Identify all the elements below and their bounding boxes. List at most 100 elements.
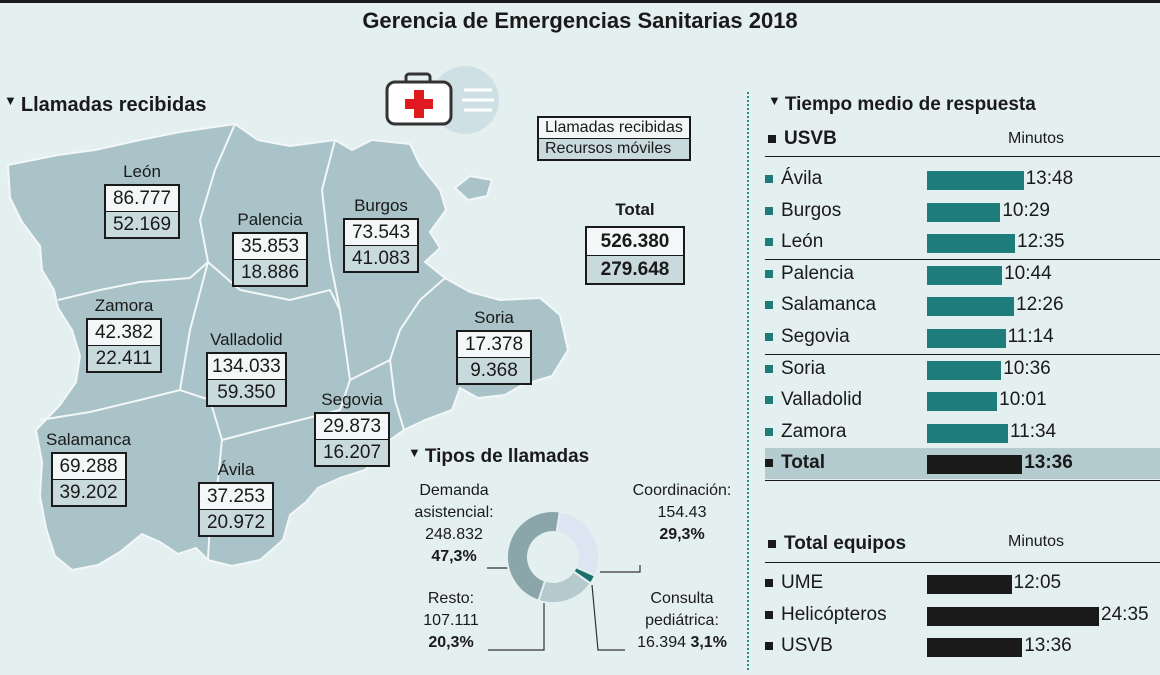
bar-value-label: 11:34 [1009, 420, 1057, 442]
bar-category-label: Soria [765, 358, 825, 380]
province-soria: Soria 17.378 9.368 [456, 308, 532, 385]
group-rule [765, 480, 1160, 481]
map-enclave [453, 174, 494, 202]
bar-row: Helicópteros 24:35 [765, 600, 1160, 631]
bar-category-label: Ávila [765, 168, 822, 190]
square-bullet-icon [765, 269, 773, 278]
bar-category-label: Zamora [765, 421, 846, 443]
bar-category-label: USVB [765, 635, 833, 657]
square-bullet-icon [765, 396, 773, 405]
square-bullet-icon [765, 332, 773, 341]
bar-category-label: Salamanca [765, 294, 876, 316]
bar-row: Zamora 11:34 [765, 417, 1160, 448]
bar-value-label: 10:29 [1002, 199, 1050, 221]
square-bullet-icon [765, 427, 773, 436]
equipos-top-rule [765, 562, 1160, 563]
total-resources: 279.648 [587, 255, 683, 283]
total-box: 526.380 279.648 [585, 226, 685, 285]
bar [927, 234, 1016, 254]
bar [927, 606, 1100, 626]
square-bullet-icon [768, 134, 776, 143]
total-calls: 526.380 [587, 228, 683, 255]
bar-row: Salamanca 12:26 [765, 290, 1160, 321]
province-leon: León 86.777 52.169 [104, 162, 180, 239]
divider-dotted [747, 92, 749, 670]
bar [927, 265, 1003, 285]
bar-category-label: Valladolid [765, 389, 862, 411]
pie-slice-resto [537, 570, 592, 604]
bar [927, 329, 1006, 348]
bar-row: UME 12:05 [765, 568, 1160, 599]
bar-value-label: 12:05 [1013, 572, 1062, 593]
bar-value-label: 13:48 [1025, 168, 1074, 189]
bar-row: León 12:35 [765, 227, 1160, 258]
usvb-top-rule [765, 156, 1160, 157]
response-section-heading: ▼ Tiempo medio de respuesta [768, 93, 1036, 116]
types-section-heading: ▼ Tipos de llamadas [408, 445, 590, 468]
triangle-icon: ▼ [408, 445, 421, 460]
bar-value-label: 13:36 [1024, 452, 1073, 474]
square-bullet-icon [765, 174, 773, 183]
bar-row: USVB 13:36 [765, 631, 1160, 662]
province-zamora: Zamora 42.382 22.411 [86, 296, 162, 373]
triangle-icon: ▼ [4, 93, 17, 108]
bar-row: Segovia 11:14 [765, 322, 1160, 353]
square-bullet-icon [765, 642, 773, 651]
bar-value-label: 10:44 [1004, 262, 1052, 284]
bar-row: Valladolid 10:01 [765, 385, 1160, 416]
triangle-icon: ▼ [768, 93, 781, 108]
pie-label-coordinacion: Coordinación: 154.43 29,3% [632, 482, 732, 543]
bar-category-label: Segovia [765, 326, 850, 348]
square-bullet-icon [765, 364, 773, 373]
map-legend: Llamadas recibidas Recursos móviles [537, 116, 691, 161]
square-bullet-icon [765, 459, 773, 468]
bar-row: Total 13:36 [765, 448, 1160, 480]
province-salamanca: Salamanca 69.288 39.202 [46, 430, 131, 507]
first-aid-kit-icon [385, 66, 499, 134]
square-bullet-icon [765, 206, 773, 215]
bar [927, 171, 1024, 190]
bar-category-label: UME [765, 572, 823, 594]
bar-value-label: 10:01 [999, 389, 1047, 411]
bar-value-label: 12:26 [1016, 294, 1064, 316]
usvb-heading: USVB [768, 128, 837, 150]
square-bullet-icon [765, 610, 773, 619]
equipos-unit: Minutos [1008, 533, 1065, 550]
bar-category-label: León [765, 231, 823, 253]
square-bullet-icon [768, 539, 776, 548]
bar [927, 575, 1012, 594]
province-avila: Ávila 37.253 20.972 [198, 460, 274, 537]
pie-leader-lines [487, 565, 641, 651]
bar [927, 638, 1023, 658]
page-title: Gerencia de Emergencias Sanitarias 2018 [362, 8, 798, 33]
bar-value-label: 10:36 [1003, 357, 1051, 379]
province-palencia: Palencia 35.853 18.886 [232, 210, 308, 287]
pie-slice-coordinacion [555, 510, 600, 578]
top-rule [0, 0, 1160, 3]
bar-value-label: 13:36 [1024, 635, 1072, 657]
province-segovia: Segovia 29.873 16.207 [314, 390, 390, 467]
pie-label-consulta: Consulta pediátrica: 16.394 3,1% [637, 590, 727, 651]
bar [927, 392, 998, 412]
bar [927, 423, 1008, 443]
legend-calls: Llamadas recibidas [539, 118, 689, 138]
bar-category-label: Palencia [765, 263, 854, 285]
legend-resources: Recursos móviles [539, 138, 689, 159]
bar [927, 202, 1001, 222]
bar-category-label: Burgos [765, 200, 841, 222]
bar-row: Palencia 10:44 [765, 259, 1160, 290]
bar-value-label: 11:14 [1007, 326, 1054, 347]
pie-label-resto: Resto: 107.111 20,3% [423, 590, 479, 651]
bar-row: Soria 10:36 [765, 354, 1160, 385]
square-bullet-icon [765, 301, 773, 310]
province-valladolid: Valladolid 134.033 59.350 [206, 330, 287, 407]
bar-category-label: Total [765, 452, 825, 474]
usvb-unit: Minutos [1008, 130, 1065, 147]
calls-section-heading: ▼ Llamadas recibidas [4, 93, 207, 117]
bar-row: Ávila 13:48 [765, 164, 1160, 195]
square-bullet-icon [765, 578, 773, 587]
equipos-heading: Total equipos [768, 533, 906, 555]
donut-chart [506, 510, 600, 604]
bar-value-label: 12:35 [1017, 231, 1065, 253]
square-bullet-icon [765, 238, 773, 247]
